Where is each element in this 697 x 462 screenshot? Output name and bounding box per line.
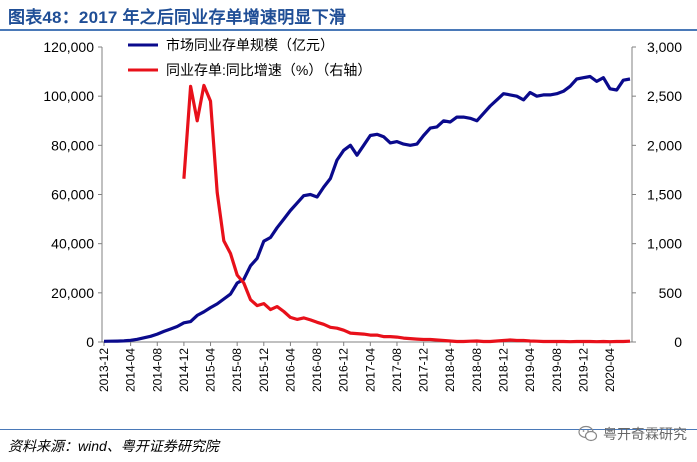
left-tick-label: 120,000 [43,39,94,55]
right-tick-label: 2,000 [647,137,682,153]
page-title: 图表48：2017 年之后同业存单增速明显下滑 [8,8,347,27]
chart-axes [101,47,633,343]
right-tick-label: 2,500 [647,88,682,104]
x-tick-label: 2017-12 [417,348,431,392]
x-tick-label: 2019-08 [550,348,564,392]
series-line-1 [103,74,631,343]
x-tick-label: 2020-04 [603,348,617,392]
x-tick-label: 2018-12 [496,348,510,392]
right-tick-label: 500 [659,285,683,301]
right-tick-label: 1,500 [647,187,682,203]
x-tick-label: 2016-04 [283,348,297,392]
left-axis-ticks: 0 20,000 40,000 60,000 80,000 100,000 120,000 [43,39,102,350]
left-tick-label: 40,000 [51,236,94,252]
series-line-2 [182,83,631,344]
left-tick-label: 80,000 [51,137,94,153]
wechat-icon [578,425,598,442]
x-tick-label: 2017-08 [390,348,404,392]
x-tick-label: 2014-08 [150,348,164,392]
left-tick-label: 0 [86,334,94,350]
right-axis-ticks: 0 500 1,000 1,500 2,000 2,500 3,000 [632,39,682,350]
right-tick-label: 3,000 [647,39,682,55]
series-lines [103,74,631,344]
watermark: 粤开奇霖研究 [578,424,687,444]
x-tick-label: 2015-08 [230,348,244,392]
right-tick-label: 0 [674,334,682,350]
source-note: 资料来源：wind、粤开证券研究院 [8,438,219,454]
x-tick-label: 2016-12 [337,348,351,392]
x-tick-label: 2018-08 [470,348,484,392]
x-axis-ticks: 2013-12 2014-04 2014-08 2014-12 2015-04 2015-… [97,342,617,392]
x-tick-label: 2016-08 [310,348,324,392]
left-tick-label: 100,000 [43,88,94,104]
x-tick-label: 2013-12 [97,348,111,392]
legend-label-series-2: 同业存单:同比增速（%）（右轴） [166,62,371,78]
x-tick-label: 2014-04 [124,348,138,392]
x-tick-label: 2018-04 [443,348,457,392]
watermark-text: 粤开奇霖研究 [603,426,687,442]
legend: 市场同业存单规模（亿元） 同业存单:同比增速（%）（右轴） [128,37,371,78]
title-divider [0,29,697,31]
x-tick-label: 2015-04 [204,348,218,392]
x-tick-label: 2019-04 [523,348,537,392]
x-tick-label: 2014-12 [177,348,191,392]
x-tick-label: 2017-04 [363,348,377,392]
legend-label-series-1: 市场同业存单规模（亿元） [166,37,334,53]
left-tick-label: 60,000 [51,187,94,203]
right-tick-label: 1,000 [647,236,682,252]
x-tick-label: 2019-12 [576,348,590,392]
x-tick-label: 2015-12 [257,348,271,392]
left-tick-label: 20,000 [51,285,94,301]
footer-divider [0,429,697,430]
dual-axis-line-chart: 020,00040,00060,00080,000100,000120,000 … [43,37,682,392]
